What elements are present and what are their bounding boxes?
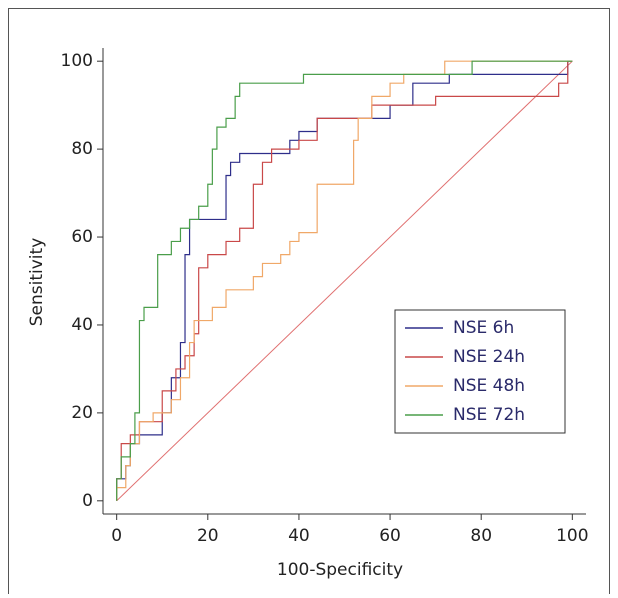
- y-tick-label: 40: [71, 315, 93, 335]
- reference-line: [116, 60, 573, 502]
- roc-curve: [116, 60, 573, 501]
- legend-label: NSE 72h: [453, 405, 525, 425]
- legend-box: [394, 309, 566, 434]
- y-tick-label: 100: [61, 51, 93, 71]
- y-tick-label: 60: [71, 227, 93, 247]
- y-tick-label: 0: [82, 491, 93, 511]
- y-tick-label: 80: [71, 139, 93, 159]
- x-tick-label: 0: [111, 526, 122, 546]
- x-tick-label: 80: [470, 526, 492, 546]
- x-tick-label: 60: [379, 526, 401, 546]
- legend-label: NSE 48h: [453, 376, 525, 396]
- roc-curve: [116, 60, 573, 501]
- y-axis-label: Sensitivity: [27, 238, 47, 327]
- x-tick-label: 20: [197, 526, 219, 546]
- x-tick-label: 100: [556, 526, 588, 546]
- legend-label: NSE 24h: [453, 347, 525, 367]
- y-tick-label: 20: [71, 403, 93, 423]
- x-tick-label: 40: [288, 526, 310, 546]
- frame: [8, 8, 610, 594]
- x-axis-label: 100-Specificity: [277, 560, 403, 580]
- legend-label: NSE 6h: [453, 318, 514, 338]
